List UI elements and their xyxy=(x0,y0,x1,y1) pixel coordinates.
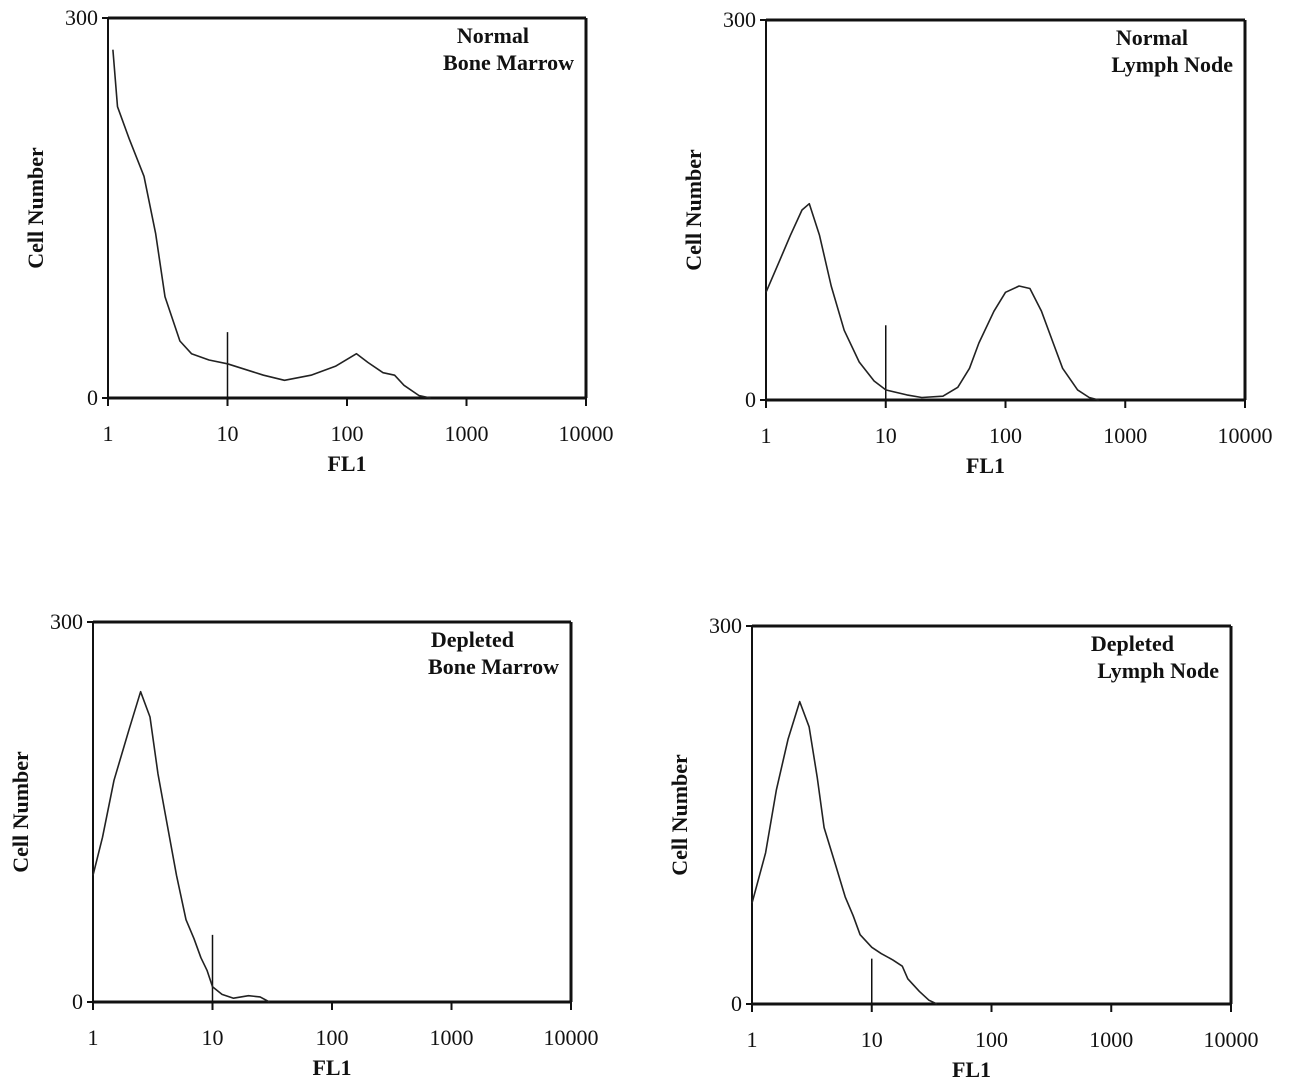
x-tick-label: 10 xyxy=(875,423,897,448)
x-tick-label: 1 xyxy=(103,421,114,446)
x-tick-label: 100 xyxy=(989,423,1022,448)
x-tick-label: 1000 xyxy=(1103,423,1147,448)
y-axis-label: Cell Number xyxy=(23,147,48,269)
x-tick-label: 10000 xyxy=(544,1025,599,1050)
x-tick-label: 1000 xyxy=(430,1025,474,1050)
x-tick-label: 100 xyxy=(316,1025,349,1050)
y-tick-label: 0 xyxy=(72,989,83,1014)
y-tick-label: 300 xyxy=(65,5,98,30)
y-tick-label: 0 xyxy=(731,991,742,1016)
y-axis-label: Cell Number xyxy=(8,751,33,873)
x-tick-label: 1000 xyxy=(1089,1027,1133,1052)
histogram-line xyxy=(765,202,1099,401)
x-tick-label: 1000 xyxy=(445,421,489,446)
histogram-line xyxy=(751,700,938,1005)
x-tick-label: 10 xyxy=(202,1025,224,1050)
panel-annotation: Lymph Node xyxy=(1097,658,1219,683)
x-tick-label: 1 xyxy=(88,1025,99,1050)
panel-annotation: Normal xyxy=(457,23,529,48)
histogram-line xyxy=(112,49,431,399)
y-axis-label: Cell Number xyxy=(681,149,706,271)
panel-annotation: Bone Marrow xyxy=(428,654,559,679)
panel-annotation: Normal xyxy=(1116,25,1188,50)
panel-annotation: Depleted xyxy=(431,627,514,652)
x-axis-label: FL1 xyxy=(966,453,1005,478)
x-axis-label: FL1 xyxy=(952,1057,991,1082)
y-tick-label: 300 xyxy=(723,7,756,32)
x-tick-label: 100 xyxy=(331,421,364,446)
y-axis-label: Cell Number xyxy=(667,754,692,876)
x-tick-label: 10 xyxy=(217,421,239,446)
x-tick-label: 10000 xyxy=(1218,423,1273,448)
panel-annotation: Lymph Node xyxy=(1111,52,1233,77)
y-tick-label: 300 xyxy=(709,613,742,638)
x-tick-label: 1 xyxy=(761,423,772,448)
x-tick-label: 10000 xyxy=(559,421,614,446)
panel-annotation: Depleted xyxy=(1091,631,1174,656)
x-tick-label: 10000 xyxy=(1204,1027,1259,1052)
x-axis-label: FL1 xyxy=(312,1055,351,1080)
x-tick-label: 1 xyxy=(747,1027,758,1052)
histogram-line xyxy=(92,690,270,1003)
y-tick-label: 0 xyxy=(745,387,756,412)
x-axis-label: FL1 xyxy=(327,451,366,476)
y-tick-label: 0 xyxy=(87,385,98,410)
panel-annotation: Bone Marrow xyxy=(443,50,574,75)
x-tick-label: 10 xyxy=(861,1027,883,1052)
x-tick-label: 100 xyxy=(975,1027,1008,1052)
y-tick-label: 300 xyxy=(50,609,83,634)
